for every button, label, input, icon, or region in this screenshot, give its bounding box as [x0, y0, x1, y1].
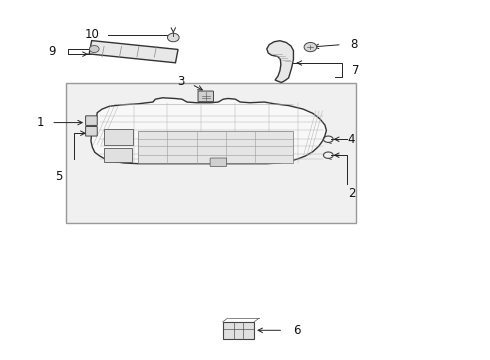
FancyBboxPatch shape — [198, 91, 214, 102]
Polygon shape — [91, 98, 326, 164]
Text: 4: 4 — [348, 133, 355, 146]
Bar — [138, 131, 294, 163]
Text: 5: 5 — [55, 170, 62, 183]
Text: 1: 1 — [36, 116, 44, 129]
Circle shape — [168, 33, 179, 42]
Polygon shape — [89, 41, 178, 63]
Bar — [103, 129, 133, 145]
Text: 7: 7 — [352, 64, 359, 77]
Text: 3: 3 — [177, 75, 184, 88]
Circle shape — [90, 45, 99, 53]
Bar — [103, 148, 132, 162]
Text: 9: 9 — [49, 45, 56, 58]
Polygon shape — [267, 41, 294, 82]
Text: 8: 8 — [351, 38, 358, 51]
FancyBboxPatch shape — [210, 158, 226, 167]
Text: 10: 10 — [85, 28, 99, 41]
FancyBboxPatch shape — [86, 126, 97, 136]
FancyBboxPatch shape — [86, 116, 97, 125]
Text: 6: 6 — [294, 324, 301, 337]
Circle shape — [304, 42, 317, 52]
FancyBboxPatch shape — [223, 322, 254, 339]
Text: 2: 2 — [348, 187, 355, 200]
FancyBboxPatch shape — [66, 83, 356, 223]
